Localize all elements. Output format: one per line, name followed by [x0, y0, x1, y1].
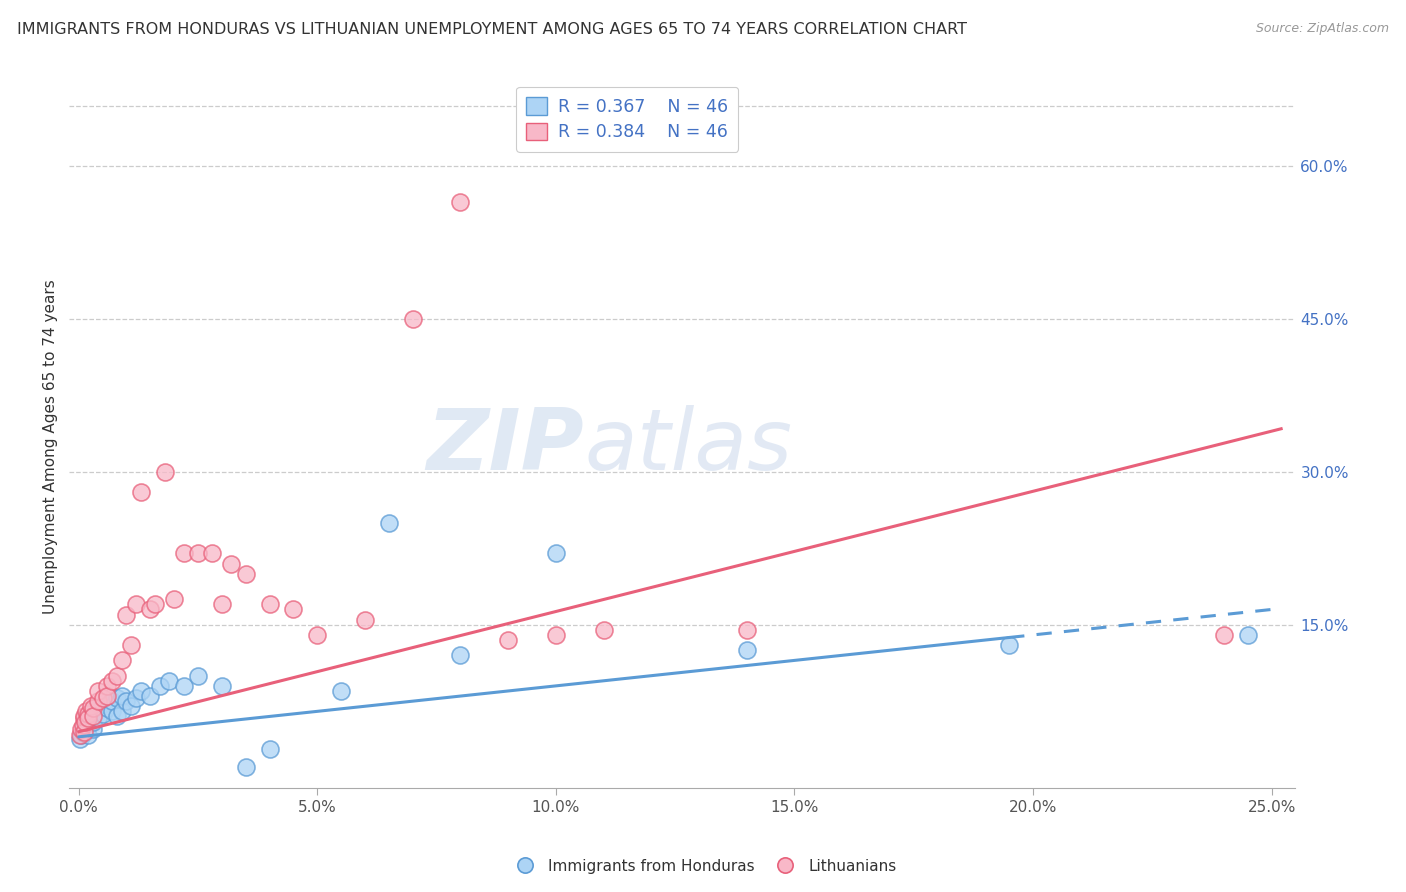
- Point: [72, 717, 94, 731]
- Legend: Immigrants from Honduras, Lithuanians: Immigrants from Honduras, Lithuanians: [503, 853, 903, 880]
- Point: [187, 546, 209, 560]
- Point: [105, 709, 128, 723]
- Point: [77, 711, 100, 725]
- Point: [592, 623, 614, 637]
- Y-axis label: Unemployment Among Ages 65 to 74 years: Unemployment Among Ages 65 to 74 years: [44, 279, 58, 614]
- Legend: R = 0.367    N = 46, R = 0.384    N = 46: R = 0.367 N = 46, R = 0.384 N = 46: [516, 87, 738, 152]
- Point: [330, 684, 353, 698]
- Text: IMMIGRANTS FROM HONDURAS VS LITHUANIAN UNEMPLOYMENT AMONG AGES 65 TO 74 YEARS CO: IMMIGRANTS FROM HONDURAS VS LITHUANIAN U…: [17, 22, 967, 37]
- Point: [96, 701, 118, 715]
- Point: [87, 684, 110, 698]
- Point: [221, 557, 243, 571]
- Point: [149, 679, 172, 693]
- Point: [87, 711, 110, 725]
- Point: [120, 638, 142, 652]
- Point: [70, 728, 93, 742]
- Point: [77, 720, 100, 734]
- Point: [82, 701, 104, 715]
- Point: [96, 689, 118, 703]
- Point: [69, 728, 91, 742]
- Point: [115, 607, 138, 622]
- Point: [115, 694, 138, 708]
- Point: [139, 689, 162, 703]
- Point: [91, 691, 114, 706]
- Point: [735, 643, 758, 657]
- Point: [307, 628, 329, 642]
- Point: [211, 598, 233, 612]
- Point: [173, 546, 195, 560]
- Point: [125, 691, 148, 706]
- Point: [72, 724, 94, 739]
- Point: [75, 722, 97, 736]
- Point: [259, 742, 281, 756]
- Text: ZIP: ZIP: [426, 405, 585, 488]
- Point: [129, 684, 152, 698]
- Point: [735, 623, 758, 637]
- Point: [283, 602, 305, 616]
- Point: [450, 194, 472, 209]
- Point: [77, 711, 100, 725]
- Point: [72, 725, 94, 739]
- Point: [201, 546, 224, 560]
- Point: [544, 628, 567, 642]
- Point: [1212, 628, 1234, 642]
- Point: [1236, 628, 1258, 642]
- Point: [69, 731, 91, 746]
- Point: [998, 638, 1021, 652]
- Point: [101, 704, 124, 718]
- Point: [96, 679, 118, 693]
- Text: atlas: atlas: [585, 405, 792, 488]
- Point: [73, 714, 96, 729]
- Point: [143, 598, 166, 612]
- Point: [75, 704, 97, 718]
- Point: [80, 709, 103, 723]
- Point: [101, 673, 124, 688]
- Point: [111, 653, 134, 667]
- Point: [235, 566, 257, 581]
- Point: [378, 516, 401, 530]
- Point: [72, 720, 94, 734]
- Point: [105, 668, 128, 682]
- Point: [82, 704, 104, 718]
- Point: [73, 722, 96, 736]
- Point: [235, 760, 257, 774]
- Point: [91, 707, 114, 722]
- Point: [111, 689, 134, 703]
- Point: [111, 704, 134, 718]
- Text: Source: ZipAtlas.com: Source: ZipAtlas.com: [1256, 22, 1389, 36]
- Point: [450, 648, 472, 663]
- Point: [91, 697, 114, 711]
- Point: [544, 546, 567, 560]
- Point: [129, 485, 152, 500]
- Point: [153, 465, 176, 479]
- Point: [125, 598, 148, 612]
- Point: [496, 633, 519, 648]
- Point: [259, 598, 281, 612]
- Point: [101, 694, 124, 708]
- Point: [159, 673, 181, 688]
- Point: [354, 613, 377, 627]
- Point: [163, 592, 186, 607]
- Point: [77, 707, 100, 722]
- Point: [70, 722, 93, 736]
- Point: [77, 728, 100, 742]
- Point: [73, 709, 96, 723]
- Point: [120, 699, 142, 714]
- Point: [72, 724, 94, 739]
- Point: [82, 722, 104, 736]
- Point: [73, 717, 96, 731]
- Point: [82, 714, 104, 729]
- Point: [72, 711, 94, 725]
- Point: [105, 691, 128, 706]
- Point: [139, 602, 162, 616]
- Point: [402, 312, 425, 326]
- Point: [87, 694, 110, 708]
- Point: [187, 668, 209, 682]
- Point: [75, 714, 97, 729]
- Point: [80, 699, 103, 714]
- Point: [211, 679, 233, 693]
- Point: [82, 709, 104, 723]
- Point: [173, 679, 195, 693]
- Point: [87, 699, 110, 714]
